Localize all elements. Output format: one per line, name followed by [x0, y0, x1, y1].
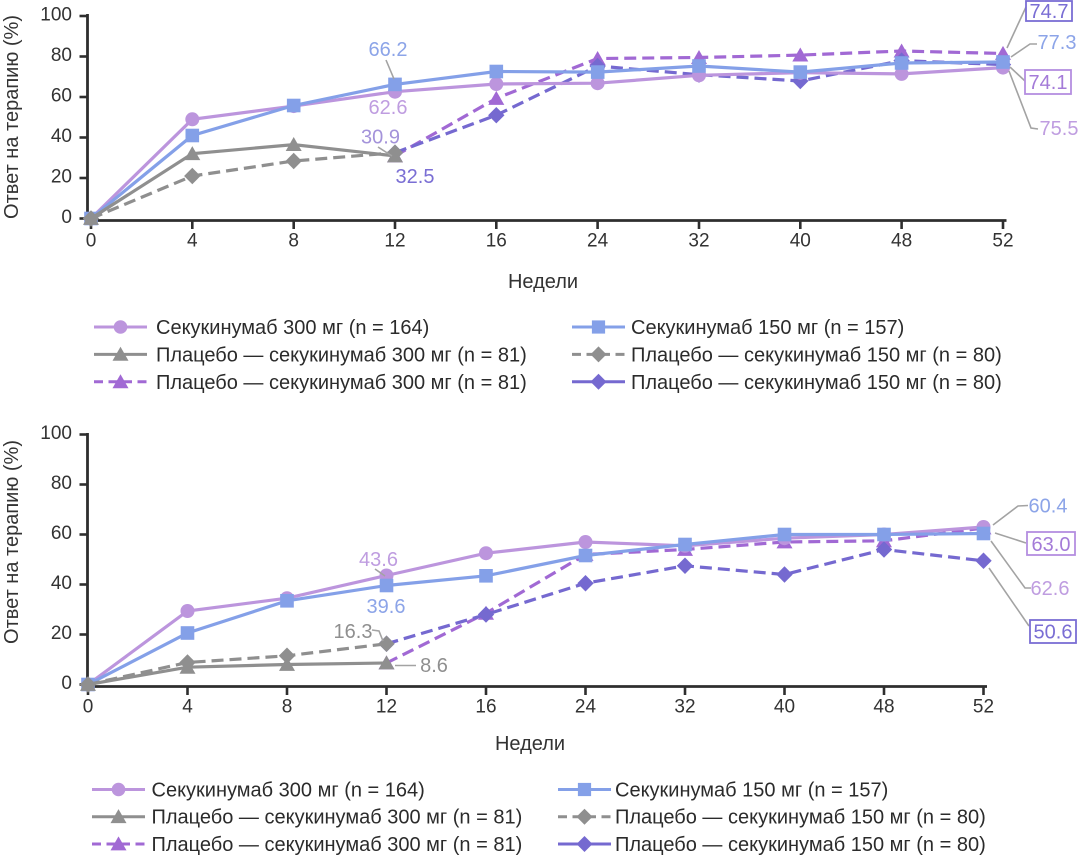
svg-text:Секукинумаб 300 мг (n = 164): Секукинумаб 300 мг (n = 164): [156, 317, 429, 339]
svg-text:Ответ на терапию (%): Ответ на терапию (%): [1, 15, 23, 219]
svg-text:63.0: 63.0: [1032, 534, 1071, 556]
svg-text:Секукинумаб 150 мг (n = 157): Секукинумаб 150 мг (n = 157): [631, 317, 904, 339]
svg-text:74.7: 74.7: [1030, 1, 1069, 23]
svg-text:Секукинумаб 300 мг (n = 164): Секукинумаб 300 мг (n = 164): [152, 780, 425, 802]
svg-text:100: 100: [40, 423, 72, 444]
svg-text:Плацебо — секукинумаб 300 мг (: Плацебо — секукинумаб 300 мг (n = 81): [152, 834, 523, 856]
svg-text:30.9: 30.9: [361, 127, 400, 149]
svg-text:50.6: 50.6: [1034, 622, 1073, 644]
svg-text:40: 40: [51, 126, 72, 147]
svg-text:62.6: 62.6: [369, 97, 408, 119]
svg-text:0: 0: [86, 231, 97, 252]
svg-text:20: 20: [51, 167, 72, 188]
svg-text:Недели: Недели: [495, 733, 565, 755]
svg-text:16: 16: [486, 231, 507, 252]
svg-text:16.3: 16.3: [334, 621, 373, 643]
svg-text:Плацебо — секукинумаб 300 мг (: Плацебо — секукинумаб 300 мг (n = 81): [156, 372, 527, 394]
svg-text:Ответ на терапию (%): Ответ на терапию (%): [1, 440, 23, 644]
svg-text:12: 12: [376, 697, 397, 718]
svg-text:75.5: 75.5: [1040, 118, 1079, 140]
svg-text:80: 80: [51, 473, 72, 494]
svg-text:32: 32: [688, 231, 709, 252]
svg-text:Плацебо — секукинумаб 150 мг (: Плацебо — секукинумаб 150 мг (n = 80): [615, 834, 986, 856]
svg-text:16: 16: [475, 697, 496, 718]
svg-text:20: 20: [51, 623, 72, 644]
svg-text:4: 4: [187, 231, 198, 252]
svg-text:0: 0: [83, 697, 94, 718]
svg-text:Плацебо — секукинумаб 150 мг (: Плацебо — секукинумаб 150 мг (n = 80): [615, 807, 986, 829]
svg-text:43.6: 43.6: [359, 549, 398, 571]
svg-text:Плацебо — секукинумаб 150 мг (: Плацебо — секукинумаб 150 мг (n = 80): [631, 344, 1002, 366]
svg-text:48: 48: [873, 697, 894, 718]
svg-text:12: 12: [384, 231, 405, 252]
svg-text:Плацебо — секукинумаб 300 мг (: Плацебо — секукинумаб 300 мг (n = 81): [156, 344, 527, 366]
svg-text:4: 4: [182, 697, 193, 718]
svg-text:60: 60: [51, 523, 72, 544]
svg-text:77.3: 77.3: [1038, 32, 1077, 54]
svg-text:Недели: Недели: [508, 271, 578, 293]
svg-text:39.6: 39.6: [367, 596, 406, 618]
svg-text:24: 24: [587, 231, 609, 252]
svg-text:24: 24: [575, 697, 597, 718]
svg-text:8.6: 8.6: [420, 655, 448, 677]
svg-text:Секукинумаб 150 мг (n = 157): Секукинумаб 150 мг (n = 157): [615, 780, 888, 802]
svg-text:74.1: 74.1: [1029, 72, 1068, 94]
svg-text:40: 40: [774, 697, 795, 718]
svg-text:48: 48: [891, 231, 912, 252]
svg-text:66.2: 66.2: [369, 39, 408, 61]
svg-text:60.4: 60.4: [1029, 496, 1068, 518]
svg-text:52: 52: [973, 697, 994, 718]
svg-text:60: 60: [51, 86, 72, 107]
svg-text:40: 40: [51, 573, 72, 594]
svg-text:0: 0: [61, 207, 72, 228]
svg-text:32: 32: [674, 697, 695, 718]
svg-text:Плацебо — секукинумаб 150 мг (: Плацебо — секукинумаб 150 мг (n = 80): [631, 372, 1002, 394]
svg-text:80: 80: [51, 45, 72, 66]
svg-text:0: 0: [61, 673, 72, 694]
svg-text:8: 8: [288, 231, 299, 252]
svg-text:40: 40: [790, 231, 811, 252]
svg-text:62.6: 62.6: [1031, 578, 1070, 600]
svg-text:100: 100: [40, 5, 72, 26]
svg-text:32.5: 32.5: [396, 166, 435, 188]
svg-text:52: 52: [992, 231, 1013, 252]
svg-text:8: 8: [282, 697, 293, 718]
svg-text:Плацебо — секукинумаб 300 мг (: Плацебо — секукинумаб 300 мг (n = 81): [152, 807, 523, 829]
